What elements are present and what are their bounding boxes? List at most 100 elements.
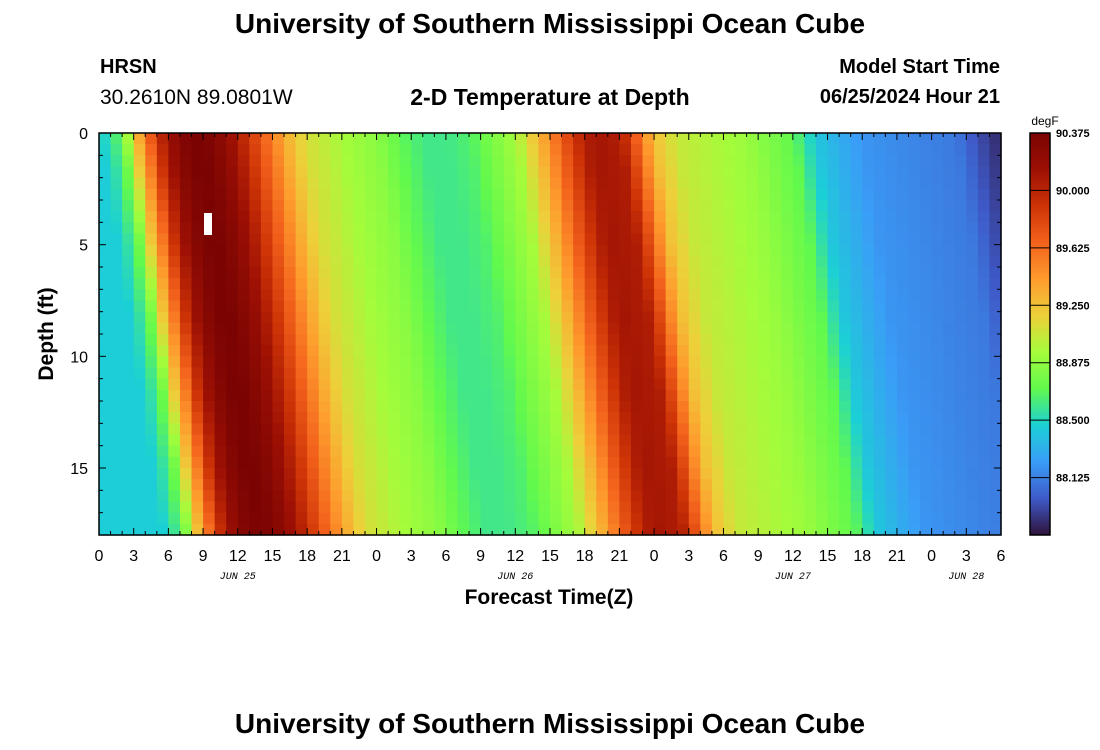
heatmap-cell <box>376 133 389 145</box>
heatmap-cell <box>110 334 123 346</box>
heatmap-cell <box>422 389 435 402</box>
heatmap-cell <box>769 512 782 525</box>
heatmap-cell <box>284 322 297 335</box>
heatmap-cell <box>364 188 378 201</box>
heatmap-cell <box>573 166 586 179</box>
heatmap-cell <box>896 155 910 168</box>
heatmap-cell <box>364 334 378 346</box>
heatmap-cell <box>792 378 806 391</box>
heatmap-cell <box>145 233 158 246</box>
heatmap-cell <box>735 322 748 335</box>
heatmap-cell <box>492 378 505 391</box>
heatmap-cell <box>943 345 956 357</box>
heatmap-cell <box>665 200 678 212</box>
heatmap-cell <box>388 255 401 268</box>
heatmap-cell <box>168 378 181 391</box>
heatmap-cell <box>179 300 193 313</box>
heatmap-cell <box>550 322 563 335</box>
heatmap-cell <box>966 300 979 313</box>
heatmap-cell <box>735 523 748 536</box>
heatmap-cell <box>850 456 863 469</box>
heatmap-cell <box>503 222 516 235</box>
heatmap-cell <box>677 423 690 436</box>
heatmap-cell <box>272 356 285 369</box>
heatmap-cell <box>156 356 169 369</box>
heatmap-cell <box>99 378 112 391</box>
heatmap-cell <box>503 211 516 223</box>
heatmap-cell <box>839 177 852 190</box>
heatmap-cell <box>538 222 551 235</box>
heatmap-cell <box>110 188 123 201</box>
heatmap-cell <box>596 289 609 302</box>
heatmap-cell <box>815 412 829 424</box>
heatmap-cell <box>839 490 852 503</box>
heatmap-cell <box>573 311 586 324</box>
heatmap-cell <box>781 367 794 380</box>
heatmap-cell <box>804 289 817 302</box>
heatmap-cell <box>630 177 644 190</box>
heatmap-cell <box>769 188 782 201</box>
heatmap-cell <box>665 255 678 268</box>
heatmap-cell <box>769 177 782 190</box>
heatmap-cell <box>457 468 470 480</box>
heatmap-cell <box>954 233 967 246</box>
heatmap-cell <box>920 423 933 436</box>
heatmap-cell <box>469 244 482 257</box>
heatmap-cell <box>179 233 193 246</box>
heatmap-cell <box>434 423 447 436</box>
heatmap-cell <box>700 412 713 424</box>
heatmap-cell <box>758 501 771 514</box>
heatmap-cell <box>272 278 285 290</box>
heatmap-cell <box>758 278 771 290</box>
heatmap-cell <box>977 166 991 179</box>
heatmap-cell <box>457 434 470 447</box>
heatmap-cell <box>226 423 239 436</box>
heatmap-cell <box>341 345 355 357</box>
heatmap-cell <box>665 479 678 491</box>
heatmap-cell <box>862 445 875 458</box>
heatmap-cell <box>179 389 193 402</box>
heatmap-cell <box>596 512 609 525</box>
heatmap-cell <box>284 300 297 313</box>
heatmap-cell <box>931 222 944 235</box>
heatmap-cell <box>145 177 158 190</box>
heatmap-cell <box>492 222 505 235</box>
heatmap-cell <box>411 512 424 525</box>
heatmap-cell <box>642 389 655 402</box>
heatmap-cell <box>931 244 944 257</box>
heatmap-cell <box>781 523 794 536</box>
heatmap-cell <box>873 378 886 391</box>
heatmap-cell <box>619 423 632 436</box>
heatmap-cell <box>665 177 678 190</box>
heatmap-cell <box>711 267 725 279</box>
heatmap-cell <box>931 200 944 212</box>
heatmap-cell <box>550 289 563 302</box>
x-tick-label: 15 <box>819 548 837 565</box>
heatmap-cell <box>388 166 401 179</box>
heatmap-cell <box>654 501 667 514</box>
heatmap-cell <box>966 345 979 357</box>
heatmap-cell <box>781 322 794 335</box>
heatmap-cell <box>769 345 782 357</box>
heatmap-cell <box>457 200 470 212</box>
heatmap-cell <box>607 479 620 491</box>
heatmap-cell <box>700 434 713 447</box>
heatmap-cell <box>839 334 852 346</box>
heatmap-cell <box>445 356 459 369</box>
heatmap-cell <box>735 200 748 212</box>
heatmap-cell <box>735 490 748 503</box>
heatmap-cell <box>896 523 910 536</box>
heatmap-cell <box>330 456 343 469</box>
heatmap-cell <box>827 188 840 201</box>
heatmap-cell <box>654 434 667 447</box>
heatmap-cell <box>445 501 459 514</box>
heatmap-cell <box>654 523 667 536</box>
heatmap-cell <box>873 512 886 525</box>
heatmap-cell <box>469 188 482 201</box>
heatmap-cell <box>145 267 158 279</box>
heatmap-cell <box>457 490 470 503</box>
heatmap-cell <box>908 255 921 268</box>
heatmap-cell <box>573 401 586 413</box>
heatmap-cell <box>931 322 944 335</box>
heatmap-cell <box>237 523 250 536</box>
